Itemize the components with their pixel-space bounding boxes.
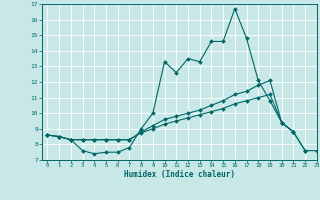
X-axis label: Humidex (Indice chaleur): Humidex (Indice chaleur) [124,170,235,179]
